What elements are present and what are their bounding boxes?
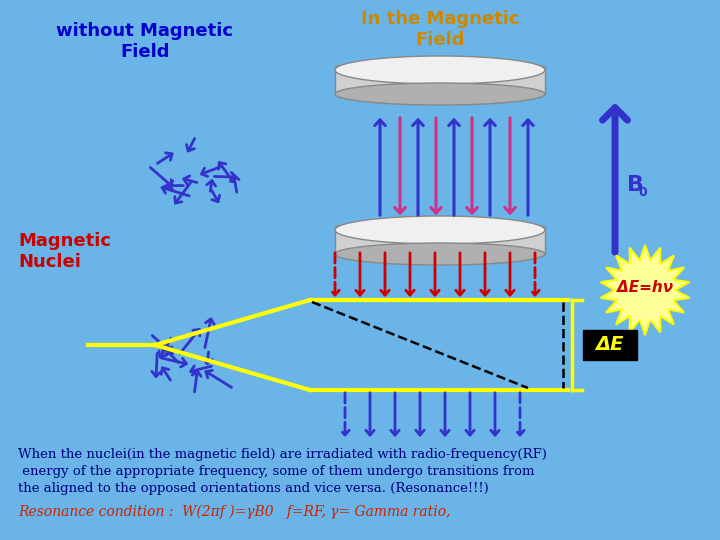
Text: When the nuclei(in the magnetic field) are irradiated with radio-frequency(RF)
 : When the nuclei(in the magnetic field) a… xyxy=(18,448,547,495)
Polygon shape xyxy=(600,245,689,335)
Text: ΔE: ΔE xyxy=(595,335,624,354)
Text: 0: 0 xyxy=(638,186,647,199)
Ellipse shape xyxy=(335,83,545,105)
Polygon shape xyxy=(335,226,545,254)
FancyBboxPatch shape xyxy=(583,330,637,360)
Ellipse shape xyxy=(335,56,545,84)
Text: ΔE=hν: ΔE=hν xyxy=(617,280,673,294)
Text: B: B xyxy=(627,175,644,195)
Text: without Magnetic
Field: without Magnetic Field xyxy=(56,22,233,61)
Text: In the Magnetic
Field: In the Magnetic Field xyxy=(361,10,519,49)
Text: Magnetic
Nuclei: Magnetic Nuclei xyxy=(18,232,111,271)
Text: Resonance condition :  W(2πf )=γB0   f=RF, γ= Gamma ratio,: Resonance condition : W(2πf )=γB0 f=RF, … xyxy=(18,505,451,519)
Polygon shape xyxy=(335,66,545,94)
Ellipse shape xyxy=(335,243,545,265)
Ellipse shape xyxy=(335,216,545,244)
